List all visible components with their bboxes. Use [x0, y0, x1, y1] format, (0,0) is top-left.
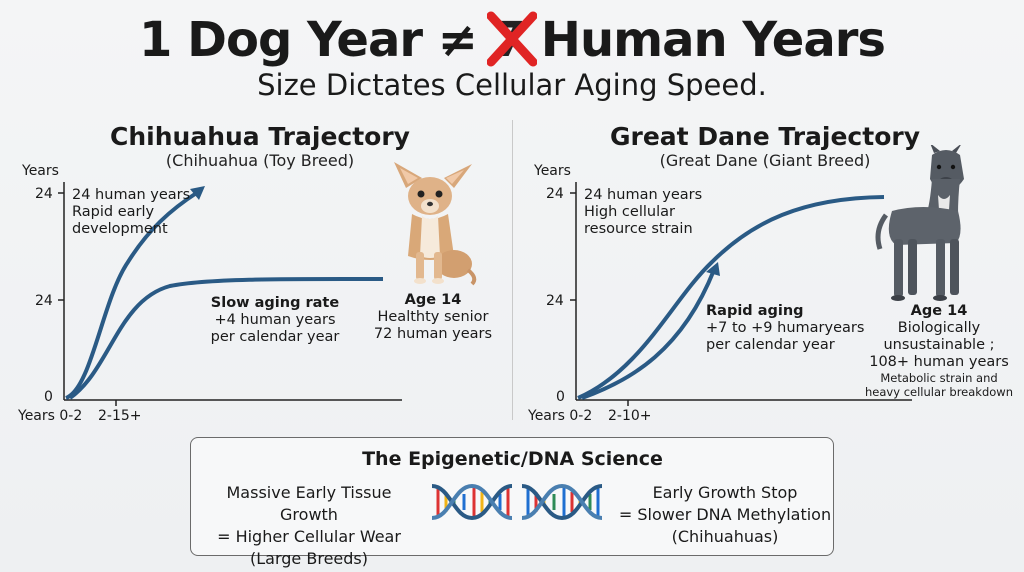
- left-rapid-curve: [65, 190, 200, 400]
- page-subtitle: Size Dictates Cellular Aging Speed.: [257, 68, 767, 102]
- right-panel-title: Great Dane Trajectory: [609, 122, 920, 151]
- strike-x-icon: [486, 11, 537, 67]
- dna-helix-icon: [431, 483, 513, 521]
- page-title: 1 Dog Year ≠ 7 Human Years: [0, 11, 1024, 68]
- panel-divider: [512, 120, 513, 420]
- left-y-axis-label: Years: [22, 163, 59, 179]
- right-y-tick-zero: 0: [556, 389, 565, 405]
- left-upper-note: 24 human years Rapid early development: [72, 187, 191, 237]
- right-upper-note: 24 human years High cellular resource st…: [584, 187, 703, 237]
- left-age-note: Age 14 Healthty senior 72 human years: [373, 292, 493, 342]
- title-prefix: 1 Dog Year ≠: [139, 12, 478, 68]
- left-y-tick-zero: 0: [44, 389, 53, 405]
- right-y-tick-mid: 24: [546, 293, 564, 309]
- left-x-tick-start: Years 0-2: [18, 408, 83, 424]
- right-rate-note: Rapid aging +7 to +9 humaryears per cale…: [706, 303, 865, 353]
- science-left-text: Massive Early Tissue Growth = Higher Cel…: [217, 483, 401, 568]
- right-chart: [570, 182, 912, 406]
- right-age-note: Age 14 Biologically unsustainable ; 108+…: [865, 303, 1013, 399]
- dna-helix-icon-2: [521, 483, 603, 521]
- left-slow-curve: [68, 276, 384, 400]
- right-plateau-curve: [577, 195, 885, 400]
- left-x-tick-end: 2-15+: [98, 408, 142, 424]
- great-dane-photo: [875, 145, 964, 301]
- left-y-tick-mid: 24: [35, 293, 53, 309]
- left-y-tick-top: 24: [35, 186, 53, 202]
- right-rapid-arrowhead: [706, 262, 720, 276]
- title-suffix: Human Years: [540, 12, 886, 68]
- left-chart: [58, 182, 402, 406]
- right-x-tick-start: Years 0-2: [528, 408, 593, 424]
- right-y-tick-top: 24: [546, 186, 564, 202]
- left-panel-title: Chihuahua Trajectory: [110, 122, 410, 151]
- science-title: The Epigenetic/DNA Science: [362, 448, 663, 470]
- title-struck-number: 7: [486, 11, 537, 68]
- chihuahua-photo: [394, 162, 477, 286]
- right-panel-subtitle: (Great Dane (Giant Breed): [659, 151, 871, 170]
- science-right-text: Early Growth Stop = Slower DNA Methylati…: [618, 483, 832, 546]
- left-panel-subtitle: (Chihuahua (Toy Breed): [165, 151, 355, 170]
- left-rate-note: Slow aging rate +4 human years per calen…: [210, 295, 340, 345]
- right-x-tick-end: 2-10+: [608, 408, 652, 424]
- right-rapid-curve: [581, 269, 716, 400]
- right-y-axis-label: Years: [534, 163, 571, 179]
- science-box: [190, 437, 834, 556]
- left-rapid-arrowhead: [190, 186, 205, 200]
